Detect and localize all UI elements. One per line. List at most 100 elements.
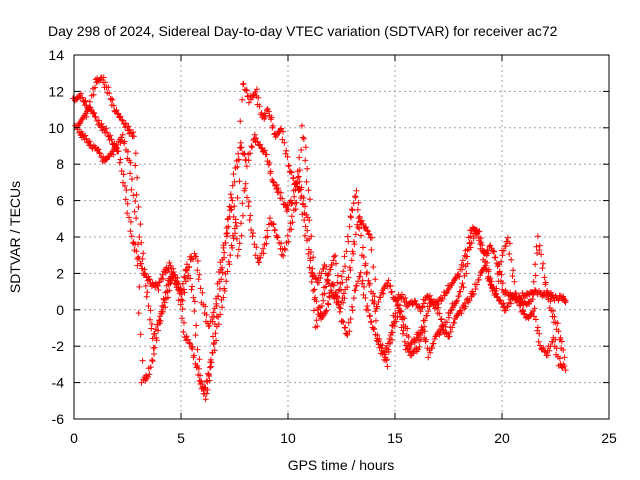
data-point-marker <box>153 334 160 341</box>
data-point-marker <box>532 316 539 323</box>
data-point-marker <box>361 283 368 290</box>
data-point-marker <box>341 324 348 331</box>
data-point-marker <box>246 217 253 223</box>
y-tick-label: 6 <box>56 193 64 209</box>
data-point-marker <box>533 243 540 250</box>
data-point-marker <box>206 377 213 384</box>
data-point-marker <box>290 175 297 182</box>
y-tick-label: 14 <box>48 47 64 63</box>
data-point-marker <box>219 304 226 311</box>
data-point-marker <box>347 213 354 220</box>
data-point-marker <box>462 303 469 310</box>
data-point-marker <box>314 323 321 330</box>
data-point-marker <box>367 319 374 326</box>
data-point-marker <box>90 91 97 98</box>
data-point-marker <box>288 200 295 207</box>
data-point-marker <box>83 102 90 109</box>
data-point-marker <box>326 294 333 301</box>
data-point-marker <box>103 125 110 132</box>
data-point-marker <box>310 254 317 261</box>
data-point-marker <box>270 179 277 186</box>
data-point-marker <box>313 298 320 305</box>
data-point-marker <box>137 221 144 228</box>
data-point-marker <box>358 217 365 224</box>
data-point-marker <box>193 322 200 329</box>
data-point-marker <box>344 284 351 291</box>
data-point-marker <box>504 303 511 310</box>
data-point-marker <box>197 372 204 379</box>
data-point-marker <box>474 230 481 237</box>
data-point-marker <box>534 324 541 331</box>
data-point-marker <box>455 293 462 300</box>
data-point-marker <box>542 281 549 288</box>
data-point-marker <box>132 162 139 169</box>
data-point-marker <box>409 350 416 357</box>
data-point-marker <box>109 96 116 103</box>
data-point-marker <box>159 308 166 315</box>
data-point-marker <box>156 279 163 286</box>
data-point-marker <box>456 273 463 280</box>
data-point-marker <box>149 335 156 342</box>
data-point-marker <box>475 277 482 283</box>
data-point-marker <box>397 308 404 315</box>
data-point-marker <box>145 303 152 309</box>
data-point-marker <box>107 132 114 139</box>
data-point-marker <box>279 195 286 202</box>
data-point-marker <box>363 271 370 277</box>
data-point-marker <box>359 244 366 251</box>
data-point-marker <box>94 146 101 153</box>
data-point-marker <box>178 287 185 294</box>
data-point-marker <box>292 206 299 213</box>
data-point-marker <box>529 296 536 303</box>
data-point-marker <box>105 133 112 140</box>
data-point-marker <box>110 151 117 158</box>
data-point-marker <box>91 110 98 117</box>
data-point-marker <box>90 109 97 116</box>
data-point-marker <box>349 307 356 314</box>
data-point-marker <box>467 244 474 251</box>
data-point-marker <box>164 294 171 301</box>
data-point-marker <box>285 163 292 170</box>
data-point-marker <box>483 267 490 274</box>
data-point-marker <box>288 169 295 176</box>
data-point-marker <box>457 307 464 314</box>
data-point-marker <box>298 147 305 153</box>
data-point-marker <box>135 204 142 210</box>
data-point-marker <box>364 227 371 234</box>
data-point-marker <box>493 285 500 292</box>
data-point-marker <box>251 241 258 248</box>
data-point-marker <box>532 261 539 268</box>
data-point-marker <box>122 196 129 203</box>
data-point-marker <box>120 179 127 186</box>
data-point-marker <box>262 151 269 158</box>
data-point-marker <box>244 93 251 100</box>
data-point-marker <box>317 310 324 317</box>
data-point-marker <box>207 359 214 366</box>
data-point-marker <box>199 380 206 387</box>
data-point-marker <box>448 282 455 289</box>
data-point-marker <box>320 297 327 304</box>
data-point-marker <box>164 288 171 295</box>
data-point-marker <box>562 297 569 304</box>
data-point-marker <box>421 323 428 330</box>
data-point-marker <box>161 299 168 306</box>
data-point-marker <box>516 302 523 309</box>
data-point-marker <box>450 319 457 326</box>
data-point-marker <box>84 108 91 115</box>
data-point-marker <box>134 241 141 248</box>
data-point-marker <box>117 156 124 163</box>
data-point-marker <box>231 203 238 210</box>
data-point-marker <box>132 198 139 205</box>
data-point-marker <box>108 136 115 143</box>
data-point-marker <box>452 275 459 282</box>
data-point-marker <box>214 280 221 287</box>
data-point-marker <box>202 303 209 310</box>
data-point-marker <box>556 355 563 362</box>
data-point-marker <box>458 310 465 317</box>
data-point-marker <box>473 281 480 288</box>
data-point-marker <box>298 122 305 129</box>
data-point-marker <box>182 278 189 285</box>
data-point-marker <box>337 305 344 312</box>
data-point-marker <box>288 213 295 220</box>
data-point-marker <box>371 293 378 300</box>
